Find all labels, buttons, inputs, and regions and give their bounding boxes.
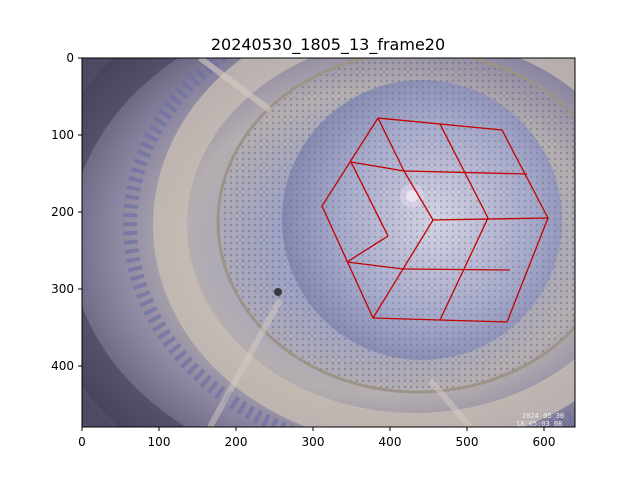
overlay-grid <box>346 235 389 263</box>
x-tick-label: 300 <box>302 435 325 449</box>
overlay-grid <box>350 161 405 172</box>
overlay-outer-hexagon <box>321 117 549 323</box>
axes-frame <box>81 57 576 428</box>
overlay-grid <box>346 261 404 270</box>
overlay-grid <box>439 123 489 219</box>
camera-image: 2024 05 30 18:05:03 08 <box>82 58 575 428</box>
overlay-grid <box>350 161 389 237</box>
overlay-edge <box>432 217 549 221</box>
x-tick-label: 500 <box>456 435 479 449</box>
y-tick-label: 0 <box>66 51 74 65</box>
overlay-grid <box>403 170 528 175</box>
y-tick-label: 400 <box>51 359 74 373</box>
y-tick-label: 300 <box>51 282 74 296</box>
x-axis: 0 100 200 300 400 500 600 <box>78 427 555 449</box>
x-tick-label: 200 <box>225 435 248 449</box>
x-tick-label: 0 <box>78 435 86 449</box>
cube-wireframe-overlay <box>321 117 549 323</box>
y-axis: 0 100 200 300 400 <box>51 51 82 373</box>
y-tick-label: 200 <box>51 205 74 219</box>
y-tick-label: 100 <box>51 128 74 142</box>
timestamp-date: 2024 05 30 <box>522 412 564 420</box>
x-tick-label: 400 <box>379 435 402 449</box>
overlay-grid <box>402 268 511 271</box>
timestamp-time: 18:05:03 08 <box>516 420 562 428</box>
overlay-grid <box>439 217 489 321</box>
overlay-edge <box>377 117 405 172</box>
overlay-edge <box>403 170 434 221</box>
x-tick-label: 100 <box>148 435 171 449</box>
x-tick-label: 600 <box>533 435 556 449</box>
figure-title: 20240530_1805_13_frame20 <box>211 35 445 55</box>
